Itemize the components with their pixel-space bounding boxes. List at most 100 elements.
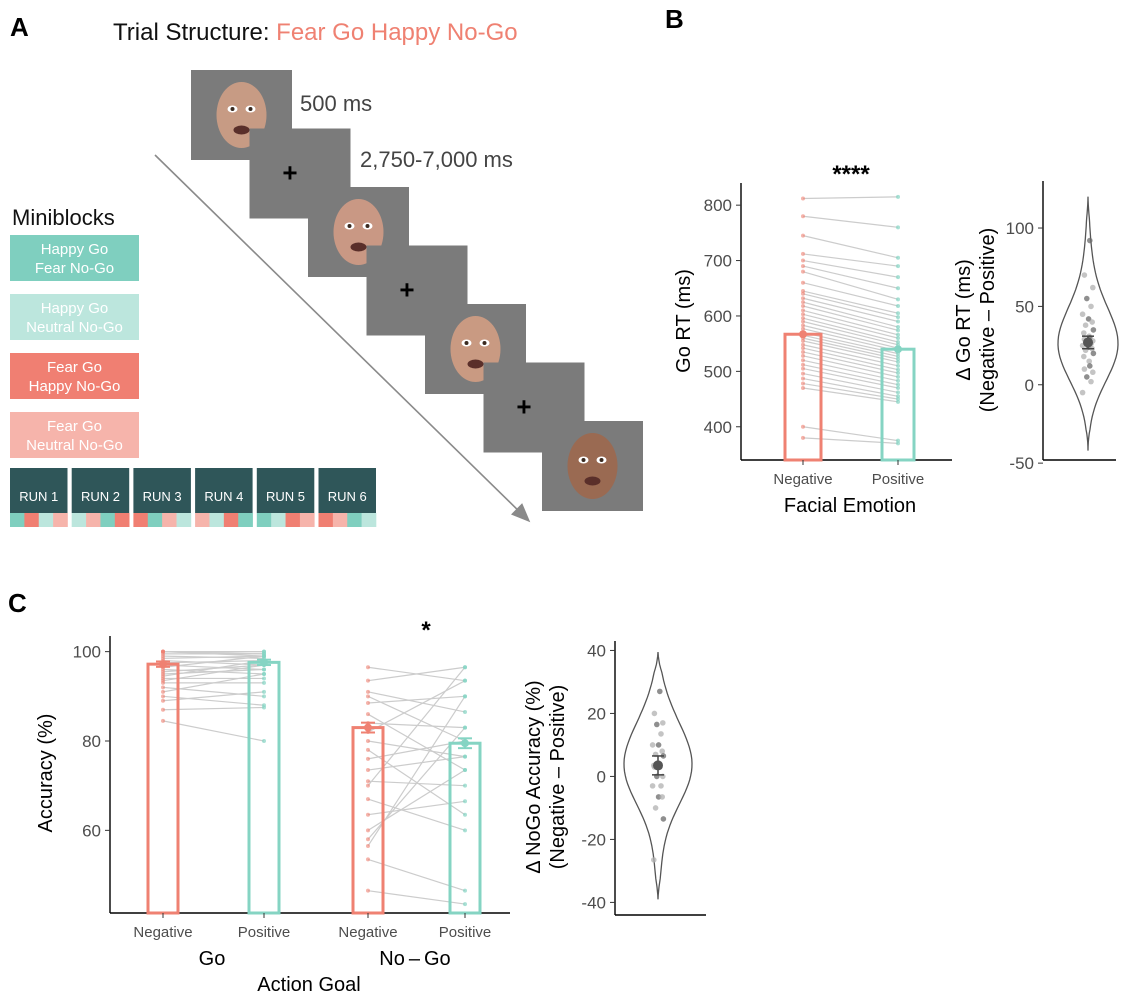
run-miniblock-segment — [10, 513, 25, 527]
time-arrow — [154, 154, 531, 523]
subject-point — [801, 326, 805, 331]
subject-point — [801, 312, 805, 317]
subject-point — [366, 857, 370, 862]
delta-go-rt-violin: -50 0 50 100 Δ Go RT (ms) (Negative – Positiv… — [953, 181, 1119, 473]
subject-point — [896, 397, 900, 402]
violin-point — [1082, 322, 1089, 329]
subject-point — [262, 689, 266, 694]
run-box — [133, 468, 191, 513]
miniblock-line1: Happy Go — [41, 241, 109, 258]
y-tick-label: 800 — [704, 196, 732, 215]
subject-point — [896, 339, 900, 344]
y-axis-title: Δ Go RT (ms) (Negative – Positive) — [953, 228, 999, 413]
run-miniblock-segment — [147, 513, 163, 527]
subject-point — [366, 783, 370, 788]
violin-point — [658, 783, 664, 789]
miniblock-swatch — [10, 294, 139, 340]
y-axis-title-line: Δ Go RT (ms) — [953, 259, 975, 381]
run-miniblock-segment — [209, 513, 225, 527]
subject-point — [366, 712, 370, 717]
subject-point — [161, 707, 165, 712]
y-tick-label: 60 — [82, 821, 101, 840]
subject-point — [801, 196, 805, 201]
subject-point — [896, 315, 900, 320]
run-miniblock-segment — [71, 513, 87, 527]
subject-line — [162, 664, 265, 682]
violin-point — [1087, 363, 1093, 369]
x-tick-label: Positive — [439, 924, 492, 941]
run-miniblock-segment — [114, 513, 130, 527]
subject-line — [162, 706, 265, 711]
subject-point — [262, 738, 266, 743]
subject-point — [801, 233, 805, 238]
violin-point — [658, 731, 664, 737]
subject-line — [802, 215, 899, 228]
violin-point — [655, 742, 662, 748]
subject-point — [463, 812, 467, 817]
y-axis-title-line: Δ NoGo Accuracy (%) — [523, 680, 545, 873]
subject-line — [802, 309, 899, 336]
subject-point — [801, 289, 805, 294]
subject-point — [896, 390, 900, 395]
subject-line — [802, 328, 899, 352]
pupil-left — [464, 341, 469, 345]
subject-line — [162, 695, 265, 706]
violin-point — [1086, 358, 1092, 365]
y-tick-label: 0 — [1025, 376, 1034, 395]
subject-point — [896, 332, 900, 337]
subject-line — [162, 659, 265, 677]
subject-point — [801, 366, 805, 371]
y-axis-title-line: (Negative – Positive) — [547, 685, 569, 870]
subject-point — [896, 367, 900, 372]
subject-point — [801, 319, 805, 324]
subject-line — [162, 659, 265, 666]
y-tick-label: 400 — [704, 418, 732, 437]
y-tick-label: -50 — [1009, 454, 1034, 473]
subject-line — [802, 324, 899, 349]
violin-point — [1088, 378, 1094, 385]
violin-outline — [1057, 196, 1119, 451]
subject-line — [802, 297, 899, 323]
panel-a-label: A — [10, 12, 29, 42]
subject-line — [367, 695, 466, 704]
y-tick-label: 80 — [82, 732, 101, 751]
subject-point — [366, 828, 370, 833]
subject-point — [896, 275, 900, 280]
subject-point — [896, 374, 900, 379]
subject-point — [801, 371, 805, 376]
fixation-cross: + — [399, 275, 414, 305]
trial-screens: + + + — [191, 70, 643, 511]
y-tick-label: 0 — [597, 767, 606, 786]
run-block: RUN 1 — [10, 468, 68, 527]
run-miniblock-segment — [332, 513, 348, 527]
subject-line — [367, 691, 466, 713]
subject-point — [896, 286, 900, 291]
subject-line — [802, 305, 899, 331]
violin-point — [1081, 272, 1088, 278]
bar — [247, 660, 281, 915]
violin-point — [1084, 374, 1090, 380]
subject-point — [366, 756, 370, 761]
subject-point — [463, 799, 467, 804]
run-miniblock-segment — [238, 513, 253, 527]
subject-line — [802, 259, 899, 278]
mouth — [467, 359, 484, 369]
subject-point — [463, 828, 467, 833]
y-tick-label: -20 — [581, 830, 606, 849]
subject-point — [366, 678, 370, 683]
subject-point — [896, 382, 900, 387]
mean-point — [159, 660, 167, 669]
trial-structure-condition: Fear Go Happy No-Go — [276, 19, 517, 46]
panel-a: A Trial Structure: Fear Go Happy No-Go +… — [10, 12, 643, 527]
subject-point — [463, 665, 467, 670]
subject-point — [463, 754, 467, 759]
subject-point — [801, 346, 805, 351]
run-miniblock-segment — [256, 513, 272, 527]
subject-point — [801, 381, 805, 386]
miniblock-swatch — [10, 412, 139, 458]
subject-point — [801, 376, 805, 381]
run-miniblock-segment — [223, 513, 239, 527]
run-miniblock-segment — [100, 513, 116, 527]
fixation-cross: + — [516, 392, 531, 422]
violin-point — [1088, 303, 1094, 310]
